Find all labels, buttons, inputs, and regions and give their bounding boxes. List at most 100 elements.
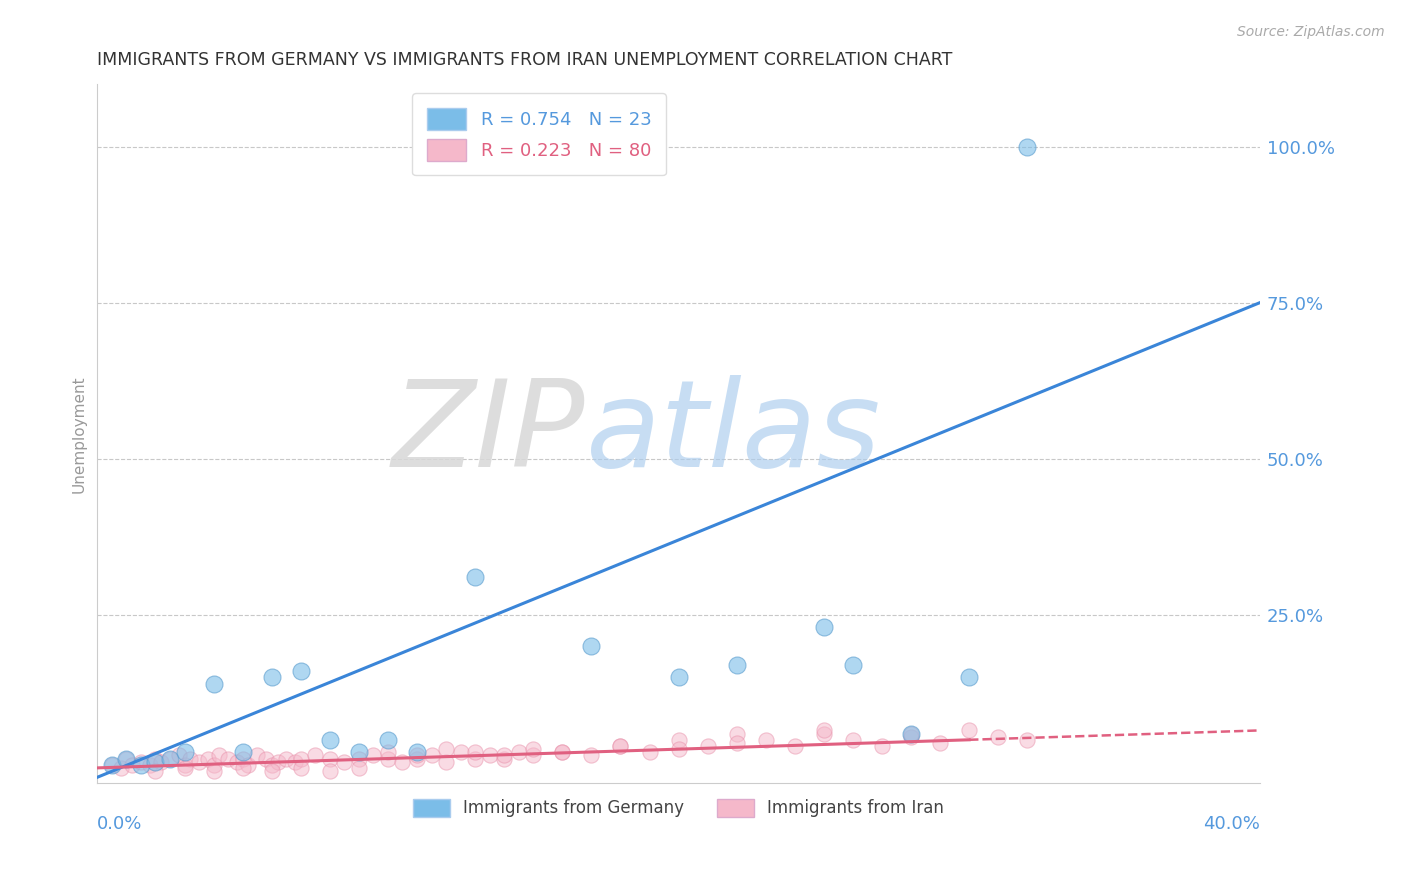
- Point: [581, 639, 603, 653]
- Point: [609, 739, 631, 753]
- Point: [363, 748, 385, 763]
- Point: [129, 757, 152, 772]
- Point: [260, 764, 283, 778]
- Point: [464, 745, 486, 759]
- Point: [138, 757, 160, 772]
- Point: [813, 620, 835, 634]
- Point: [813, 723, 835, 738]
- Point: [464, 751, 486, 765]
- Point: [551, 745, 574, 759]
- Text: atlas: atlas: [585, 376, 882, 492]
- Point: [420, 748, 443, 763]
- Point: [232, 751, 254, 765]
- Point: [232, 761, 254, 775]
- Point: [145, 755, 167, 769]
- Text: 40.0%: 40.0%: [1204, 815, 1260, 833]
- Point: [246, 748, 269, 763]
- Point: [290, 664, 312, 678]
- Point: [173, 761, 195, 775]
- Point: [434, 755, 457, 769]
- Point: [202, 764, 225, 778]
- Point: [434, 742, 457, 756]
- Point: [522, 748, 544, 763]
- Point: [464, 570, 486, 584]
- Point: [900, 726, 922, 740]
- Point: [188, 755, 211, 769]
- Point: [1017, 139, 1039, 153]
- Point: [145, 764, 167, 778]
- Point: [260, 757, 283, 772]
- Text: Source: ZipAtlas.com: Source: ZipAtlas.com: [1237, 25, 1385, 39]
- Point: [494, 751, 516, 765]
- Point: [232, 745, 254, 759]
- Point: [347, 745, 370, 759]
- Point: [254, 751, 277, 765]
- Point: [197, 751, 219, 765]
- Point: [377, 732, 399, 747]
- Point: [406, 745, 429, 759]
- Point: [668, 742, 690, 756]
- Point: [347, 751, 370, 765]
- Point: [842, 657, 865, 672]
- Point: [101, 757, 124, 772]
- Point: [284, 755, 307, 769]
- Point: [179, 751, 201, 765]
- Point: [145, 751, 167, 765]
- Point: [406, 751, 429, 765]
- Point: [319, 751, 342, 765]
- Point: [870, 739, 893, 753]
- Point: [159, 751, 181, 765]
- Point: [290, 751, 312, 765]
- Point: [225, 755, 247, 769]
- Point: [159, 751, 181, 765]
- Point: [319, 764, 342, 778]
- Point: [581, 748, 603, 763]
- Point: [668, 732, 690, 747]
- Point: [406, 748, 429, 763]
- Point: [957, 670, 980, 684]
- Point: [110, 761, 132, 775]
- Point: [101, 757, 124, 772]
- Point: [725, 736, 748, 750]
- Point: [129, 755, 152, 769]
- Point: [266, 755, 288, 769]
- Point: [377, 745, 399, 759]
- Point: [121, 757, 143, 772]
- Point: [522, 742, 544, 756]
- Legend: Immigrants from Germany, Immigrants from Iran: Immigrants from Germany, Immigrants from…: [406, 792, 950, 824]
- Point: [347, 761, 370, 775]
- Point: [450, 745, 472, 759]
- Point: [957, 723, 980, 738]
- Point: [929, 736, 952, 750]
- Point: [304, 748, 326, 763]
- Point: [668, 670, 690, 684]
- Point: [290, 761, 312, 775]
- Point: [900, 730, 922, 744]
- Point: [987, 730, 1010, 744]
- Point: [900, 726, 922, 740]
- Point: [842, 732, 865, 747]
- Point: [725, 657, 748, 672]
- Text: ZIP: ZIP: [392, 376, 585, 492]
- Point: [260, 670, 283, 684]
- Point: [494, 748, 516, 763]
- Text: IMMIGRANTS FROM GERMANY VS IMMIGRANTS FROM IRAN UNEMPLOYMENT CORRELATION CHART: IMMIGRANTS FROM GERMANY VS IMMIGRANTS FR…: [97, 51, 953, 69]
- Point: [276, 751, 298, 765]
- Point: [478, 748, 501, 763]
- Point: [508, 745, 530, 759]
- Point: [755, 732, 778, 747]
- Point: [391, 755, 413, 769]
- Point: [173, 757, 195, 772]
- Point: [725, 726, 748, 740]
- Point: [696, 739, 718, 753]
- Point: [217, 751, 239, 765]
- Text: 0.0%: 0.0%: [97, 815, 143, 833]
- Point: [333, 755, 356, 769]
- Point: [238, 757, 260, 772]
- Y-axis label: Unemployment: Unemployment: [72, 375, 86, 492]
- Point: [1017, 732, 1039, 747]
- Point: [783, 739, 806, 753]
- Point: [150, 755, 173, 769]
- Point: [609, 739, 631, 753]
- Point: [173, 745, 195, 759]
